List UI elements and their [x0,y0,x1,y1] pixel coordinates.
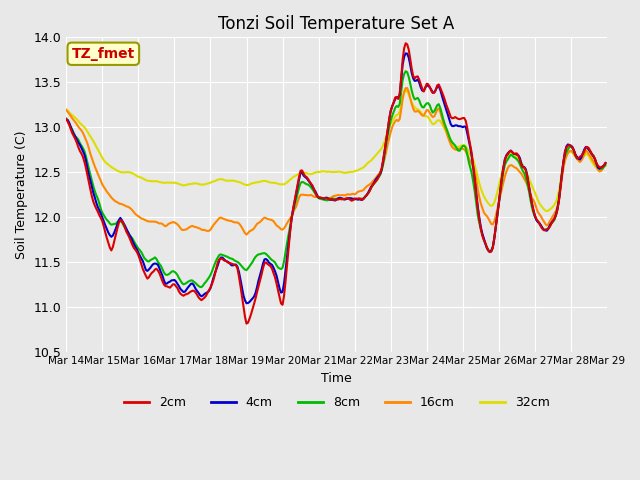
32cm [402,87,410,93]
32cm [63,107,70,113]
32cm [575,156,582,162]
32cm [543,208,550,214]
16cm [243,232,250,238]
Line: 8cm: 8cm [67,71,605,287]
8cm [575,156,582,161]
4cm [402,50,410,56]
4cm [575,156,582,161]
4cm [241,298,249,303]
Legend: 2cm, 4cm, 8cm, 16cm, 32cm: 2cm, 4cm, 8cm, 16cm, 32cm [118,391,554,414]
Y-axis label: Soil Temperature (C): Soil Temperature (C) [15,130,28,259]
8cm [602,162,609,168]
32cm [223,178,231,183]
8cm [129,236,136,241]
4cm [243,300,250,306]
4cm [252,290,259,296]
8cm [243,267,250,273]
16cm [252,223,259,229]
2cm [252,296,259,301]
2cm [243,321,250,326]
Line: 16cm: 16cm [67,88,605,235]
16cm [241,230,249,236]
2cm [402,40,410,46]
4cm [129,238,136,244]
Text: TZ_fmet: TZ_fmet [72,47,135,61]
4cm [63,117,70,122]
16cm [575,158,582,164]
16cm [223,217,231,223]
32cm [241,182,249,188]
Line: 4cm: 4cm [67,53,605,303]
32cm [129,170,136,176]
8cm [402,68,410,74]
16cm [300,192,307,198]
2cm [241,314,249,320]
8cm [225,254,232,260]
2cm [602,160,609,166]
16cm [402,85,410,91]
Line: 2cm: 2cm [67,43,605,324]
2cm [63,116,70,122]
8cm [252,254,259,260]
8cm [63,116,70,121]
4cm [300,173,307,179]
2cm [223,259,231,264]
4cm [223,259,231,264]
Title: Tonzi Soil Temperature Set A: Tonzi Soil Temperature Set A [218,15,455,33]
16cm [129,207,136,213]
8cm [300,180,307,185]
16cm [63,107,70,113]
8cm [198,284,205,290]
X-axis label: Time: Time [321,372,352,385]
32cm [298,170,306,176]
32cm [602,163,609,169]
Line: 32cm: 32cm [67,90,605,211]
32cm [250,180,258,186]
2cm [575,155,582,161]
2cm [129,242,136,248]
16cm [602,160,609,166]
4cm [602,160,609,166]
2cm [300,171,307,177]
